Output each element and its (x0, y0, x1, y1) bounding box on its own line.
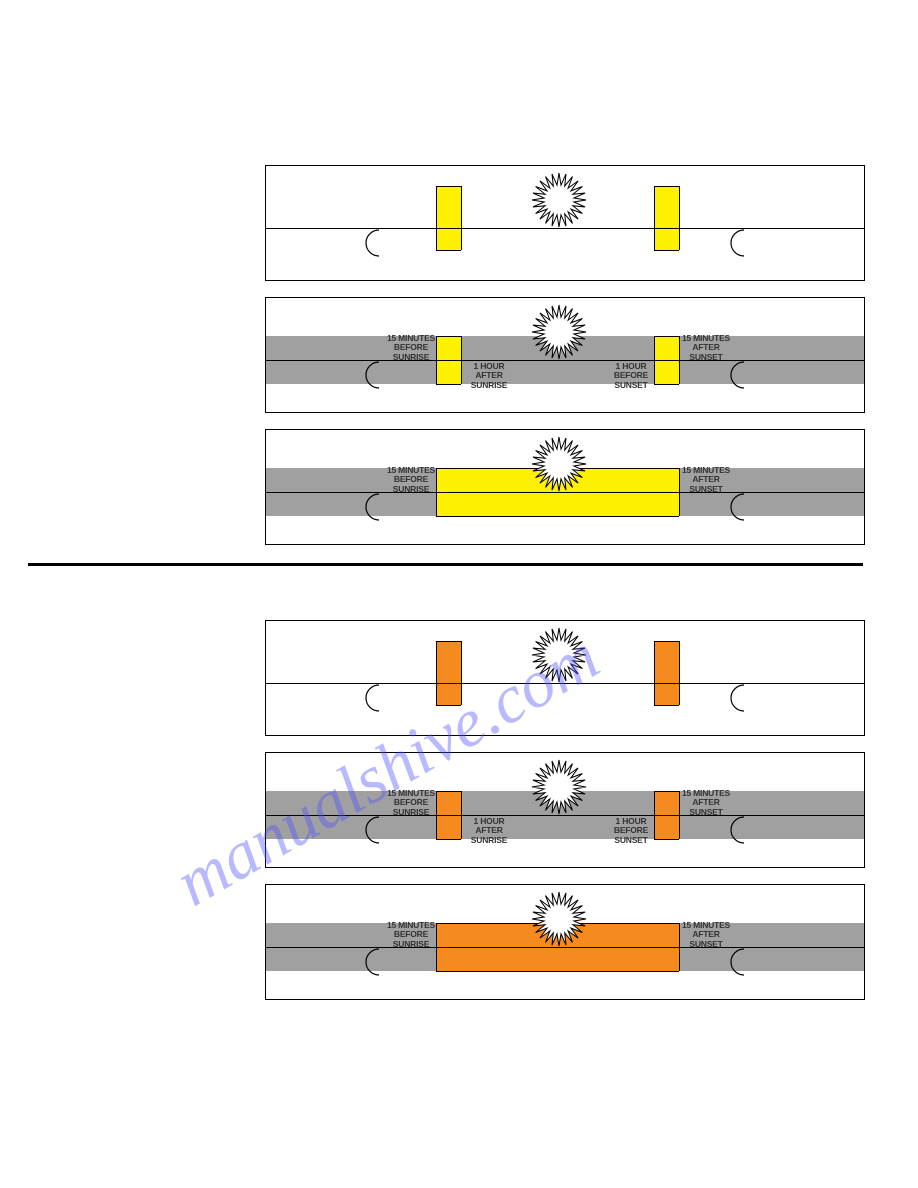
box-edge (436, 641, 461, 642)
box-edge (679, 336, 680, 384)
time-label: 1 HOURAFTERSUNRISE (464, 817, 514, 845)
box-edge (436, 923, 437, 971)
box-edge (436, 186, 437, 250)
box-edge (461, 791, 462, 839)
active-period (654, 186, 679, 250)
box-edge (436, 516, 679, 517)
time-label: 15 MINUTESAFTERSUNSET (681, 789, 731, 817)
box-edge (679, 186, 680, 250)
box-edge (654, 336, 679, 337)
sun-icon (531, 436, 587, 492)
box-edge (436, 641, 437, 705)
active-period (436, 186, 461, 250)
page: 15 MINUTESBEFORESUNRISE 1 HOURAFTERSUNRIS… (0, 0, 918, 1188)
moon-icon (359, 228, 389, 258)
box-edge (654, 839, 679, 840)
horizon-line (266, 360, 864, 361)
sun-icon (531, 172, 587, 228)
box-edge (654, 384, 679, 385)
moon-icon (724, 360, 754, 390)
timeline-panel: 15 MINUTESBEFORESUNRISE 15 MINUTESAFTERSU… (265, 884, 865, 1000)
sun-icon (531, 891, 587, 947)
moon-icon (359, 360, 389, 390)
box-edge (679, 791, 680, 839)
timeline-panel: 15 MINUTESBEFORESUNRISE 1 HOURAFTERSUNRIS… (265, 297, 865, 413)
box-edge (436, 186, 461, 187)
box-edge (436, 250, 461, 251)
moon-icon (724, 228, 754, 258)
time-label: 1 HOURAFTERSUNRISE (464, 362, 514, 390)
box-edge (654, 705, 679, 706)
box-edge (679, 641, 680, 705)
sun-icon (531, 759, 587, 815)
box-edge (436, 839, 461, 840)
box-edge (436, 971, 679, 972)
horizon-line (266, 492, 864, 493)
section-divider (28, 563, 863, 566)
timeline-panel: 15 MINUTESBEFORESUNRISE 15 MINUTESAFTERSU… (265, 429, 865, 545)
time-label: 15 MINUTESAFTERSUNSET (681, 466, 731, 494)
horizon-line (266, 815, 864, 816)
timeline-panel (265, 165, 865, 281)
box-edge (654, 791, 679, 792)
time-label: 15 MINUTESBEFORESUNRISE (386, 466, 436, 494)
time-label: 1 HOURBEFORESUNSET (606, 362, 656, 390)
sun-icon (531, 304, 587, 360)
moon-icon (359, 492, 389, 522)
moon-icon (724, 492, 754, 522)
box-edge (436, 791, 437, 839)
box-edge (654, 186, 679, 187)
sun-icon (531, 627, 587, 683)
moon-icon (724, 947, 754, 977)
time-label: 15 MINUTESAFTERSUNSET (681, 921, 731, 949)
box-edge (654, 186, 655, 250)
box-edge (436, 705, 461, 706)
time-label: 1 HOURBEFORESUNSET (606, 817, 656, 845)
box-edge (436, 468, 437, 516)
box-edge (436, 336, 461, 337)
box-edge (436, 791, 461, 792)
horizon-line (266, 683, 864, 684)
box-edge (654, 641, 655, 705)
moon-icon (359, 947, 389, 977)
box-edge (679, 468, 680, 516)
box-edge (436, 336, 437, 384)
time-label: 15 MINUTESBEFORESUNRISE (386, 789, 436, 817)
box-edge (654, 250, 679, 251)
horizon-line (266, 947, 864, 948)
box-edge (461, 186, 462, 250)
horizon-line (266, 228, 864, 229)
box-edge (461, 641, 462, 705)
box-edge (461, 336, 462, 384)
moon-icon (359, 683, 389, 713)
time-label: 15 MINUTESBEFORESUNRISE (386, 921, 436, 949)
timeline-panel: 15 MINUTESBEFORESUNRISE 1 HOURAFTERSUNRIS… (265, 752, 865, 868)
moon-icon (724, 815, 754, 845)
timeline-panel (265, 620, 865, 736)
active-period (436, 641, 461, 705)
time-label: 15 MINUTESBEFORESUNRISE (386, 334, 436, 362)
box-edge (654, 641, 679, 642)
time-label: 15 MINUTESAFTERSUNSET (681, 334, 731, 362)
moon-icon (359, 815, 389, 845)
box-edge (436, 384, 461, 385)
moon-icon (724, 683, 754, 713)
active-period (654, 641, 679, 705)
box-edge (679, 923, 680, 971)
